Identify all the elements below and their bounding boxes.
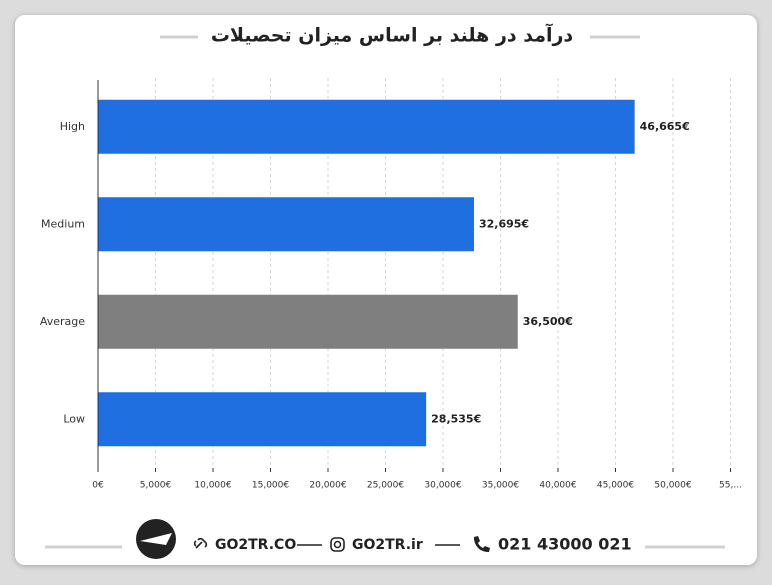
instagram: GO2TR.ir	[352, 537, 423, 553]
x-tick-label: 45,000€	[597, 481, 634, 491]
x-tick-label: 5,000€	[140, 481, 172, 491]
phone-icon	[473, 536, 490, 553]
y-tick-label: Low	[63, 412, 85, 425]
x-tick-label: 55,...	[719, 481, 742, 491]
x-tick-label: 35,000€	[482, 481, 519, 491]
instagram-icon	[330, 537, 345, 552]
instagram-icon-lens	[333, 540, 342, 549]
x-tick-label: 30,000€	[424, 481, 461, 491]
x-tick-label: 0€	[92, 481, 104, 491]
y-tick-label: Medium	[41, 217, 85, 230]
value-label: 36,500€	[523, 315, 573, 328]
link-icon	[193, 537, 208, 549]
plot: 0€ 5,000€ 10,000€ 15,000€ 20,000€ 25,000€ 30,0…	[40, 78, 742, 491]
x-tick-label: 15,000€	[252, 481, 289, 491]
x-tick-label: 40,000€	[539, 481, 576, 491]
value-label: 32,695€	[479, 217, 529, 230]
bar	[98, 392, 427, 447]
x-tick-label: 50,000€	[654, 481, 691, 491]
bar	[98, 197, 474, 252]
logo-plane	[140, 533, 172, 545]
x-tick-label: 20,000€	[309, 481, 346, 491]
website: GO2TR.CO	[215, 537, 296, 553]
y-tick-label: Average	[40, 315, 85, 328]
chart-title: درآمد در هلند بر اساس میزان تحصیلات	[211, 23, 574, 47]
x-tick-label: 25,000€	[367, 481, 404, 491]
value-label: 46,665€	[640, 120, 690, 133]
phone: 021 43000 021	[498, 535, 632, 554]
x-tick-label: 10,000€	[194, 481, 231, 491]
bar	[98, 294, 518, 349]
value-label: 28,535€	[431, 412, 481, 425]
bar	[98, 99, 635, 154]
y-tick-label: High	[60, 120, 85, 133]
